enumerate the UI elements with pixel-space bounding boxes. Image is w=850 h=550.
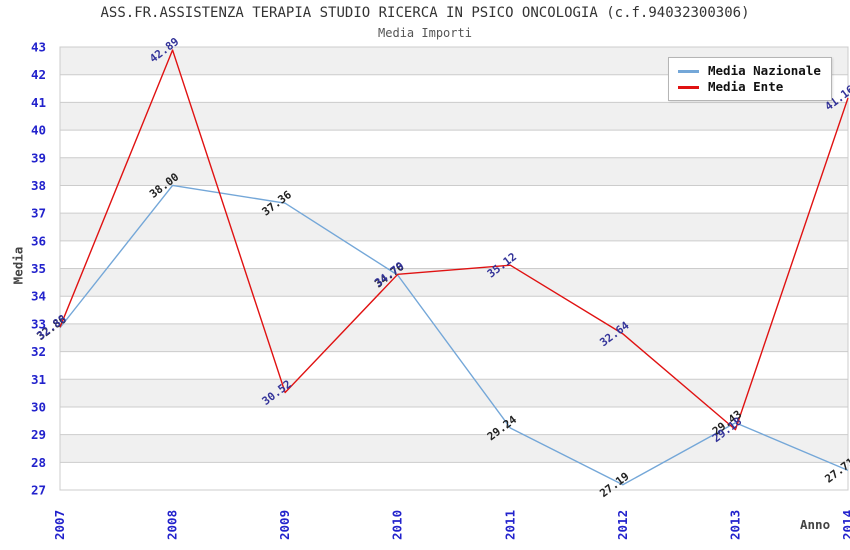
- y-tick-label: 31: [31, 372, 46, 387]
- legend: Media Nazionale Media Ente: [668, 57, 832, 101]
- x-tick-label: 2011: [502, 510, 517, 540]
- y-tick-label: 38: [31, 178, 46, 193]
- y-tick-label: 36: [31, 233, 46, 248]
- series-line-media-nazionale: [59, 184, 849, 486]
- y-tick-label: 34: [31, 289, 46, 304]
- x-tick-label: 2008: [165, 510, 180, 540]
- legend-item-media-nazionale: Media Nazionale: [678, 63, 821, 79]
- grid-band: [60, 268, 848, 297]
- grid-band: [60, 434, 848, 463]
- y-tick-label: 41: [31, 95, 46, 110]
- y-tick-label: 35: [31, 261, 46, 276]
- y-tick-label: 43: [31, 40, 46, 55]
- grid-band: [60, 157, 848, 186]
- legend-line-swatch: [678, 69, 699, 73]
- legend-item-media-ente: Media Ente: [678, 79, 821, 95]
- grid-band: [60, 213, 848, 241]
- chart-subtitle: Media Importi: [378, 26, 472, 40]
- y-tick-label: 40: [31, 123, 46, 138]
- grid-band: [60, 379, 848, 407]
- x-tick-label: 2009: [277, 510, 292, 540]
- y-tick-label: 30: [31, 399, 46, 414]
- legend-line-swatch: [678, 85, 699, 89]
- x-axis-title: Anno: [800, 517, 831, 532]
- y-tick-label: 39: [31, 150, 46, 165]
- series-line-media-ente: [59, 49, 849, 431]
- x-tick-label: 2012: [615, 510, 630, 540]
- legend-label: Media Nazionale: [708, 63, 821, 78]
- grid-band: [60, 102, 848, 131]
- y-tick-label: 28: [31, 455, 46, 470]
- y-axis-title: Media: [10, 246, 26, 285]
- y-tick-label: 27: [31, 483, 46, 498]
- y-tick-label: 42: [31, 67, 46, 82]
- x-tick-label: 2007: [52, 510, 67, 540]
- plot-border: [59, 46, 849, 491]
- x-tick-label: 2010: [390, 510, 405, 540]
- legend-label: Media Ente: [708, 79, 784, 94]
- y-tick-label: 32: [31, 344, 46, 359]
- y-tick-label: 29: [31, 427, 46, 442]
- chart-title: ASS.FR.ASSISTENZA TERAPIA STUDIO RICERCA…: [100, 5, 750, 21]
- x-tick-label: 2013: [727, 510, 742, 540]
- y-tick-label: 33: [31, 316, 46, 331]
- x-tick-label: 2014: [840, 510, 850, 540]
- y-tick-label: 37: [31, 206, 46, 221]
- grid-band: [60, 323, 848, 352]
